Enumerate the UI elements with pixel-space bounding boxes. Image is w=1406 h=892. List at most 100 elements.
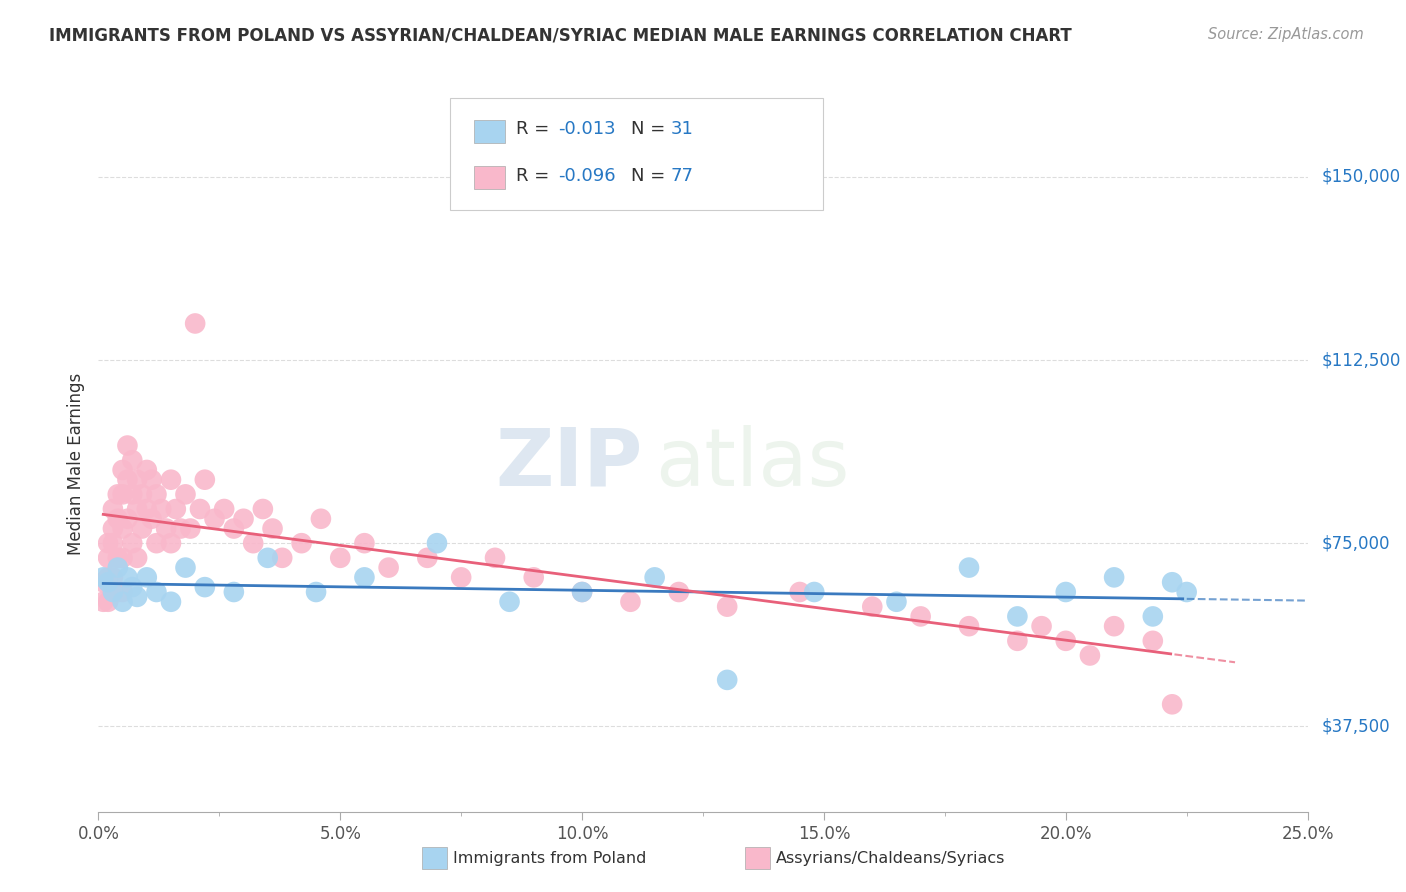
Point — [571, 585, 593, 599]
Text: $112,500: $112,500 — [1322, 351, 1400, 369]
Point — [1175, 585, 1198, 599]
Point — [498, 595, 520, 609]
Point — [141, 512, 163, 526]
Point — [145, 536, 167, 550]
Point — [141, 473, 163, 487]
Point — [91, 595, 114, 609]
Point — [957, 560, 980, 574]
Y-axis label: Median Male Earnings: Median Male Earnings — [66, 373, 84, 555]
Point — [107, 550, 129, 565]
Point — [222, 585, 245, 599]
Point — [101, 536, 124, 550]
Point — [194, 580, 217, 594]
Point — [860, 599, 883, 614]
Point — [668, 585, 690, 599]
Point — [252, 502, 274, 516]
Point — [107, 487, 129, 501]
Point — [426, 536, 449, 550]
Point — [1102, 570, 1125, 584]
Point — [165, 502, 187, 516]
Point — [619, 595, 641, 609]
Point — [145, 487, 167, 501]
Point — [377, 560, 399, 574]
Point — [957, 619, 980, 633]
Point — [121, 453, 143, 467]
Point — [329, 550, 352, 565]
Point — [290, 536, 312, 550]
Point — [169, 522, 191, 536]
Point — [886, 595, 908, 609]
Text: 77: 77 — [671, 167, 693, 185]
Point — [222, 522, 245, 536]
Point — [135, 570, 157, 584]
Point — [160, 595, 183, 609]
Point — [97, 575, 120, 590]
Point — [121, 487, 143, 501]
Point — [155, 522, 177, 536]
Point — [101, 502, 124, 516]
Point — [107, 512, 129, 526]
Point — [111, 550, 134, 565]
Point — [131, 522, 153, 536]
Point — [91, 570, 114, 584]
Point — [97, 570, 120, 584]
Point — [135, 502, 157, 516]
Point — [1161, 575, 1184, 590]
Point — [1031, 619, 1053, 633]
Point — [1102, 619, 1125, 633]
Point — [121, 580, 143, 594]
Point — [111, 595, 134, 609]
Point — [716, 599, 738, 614]
Text: -0.096: -0.096 — [558, 167, 616, 185]
Point — [644, 570, 666, 584]
Point — [450, 570, 472, 584]
Text: -0.013: -0.013 — [558, 120, 616, 138]
Point — [353, 570, 375, 584]
Text: Immigrants from Poland: Immigrants from Poland — [453, 851, 647, 865]
Text: $37,500: $37,500 — [1322, 717, 1391, 735]
Point — [232, 512, 254, 526]
Point — [107, 585, 129, 599]
Point — [1007, 609, 1029, 624]
Text: $150,000: $150,000 — [1322, 168, 1400, 186]
Text: R =: R = — [516, 120, 555, 138]
Point — [416, 550, 439, 565]
Point — [111, 463, 134, 477]
Point — [309, 512, 332, 526]
Point — [135, 463, 157, 477]
Point — [1054, 633, 1077, 648]
Point — [145, 585, 167, 599]
Point — [150, 502, 173, 516]
Point — [174, 560, 197, 574]
Point — [97, 595, 120, 609]
Point — [131, 487, 153, 501]
Point — [194, 473, 217, 487]
Point — [523, 570, 546, 584]
Point — [256, 550, 278, 565]
Point — [127, 473, 149, 487]
Point — [271, 550, 294, 565]
Point — [127, 550, 149, 565]
Point — [305, 585, 328, 599]
Point — [1142, 609, 1164, 624]
Point — [107, 560, 129, 574]
Text: N =: N = — [631, 167, 671, 185]
Point — [179, 522, 201, 536]
Point — [262, 522, 284, 536]
Point — [117, 570, 139, 584]
Text: $75,000: $75,000 — [1322, 534, 1391, 552]
Point — [803, 585, 825, 599]
Point — [484, 550, 506, 565]
Point — [1142, 633, 1164, 648]
Point — [910, 609, 932, 624]
Text: Assyrians/Chaldeans/Syriacs: Assyrians/Chaldeans/Syriacs — [776, 851, 1005, 865]
Point — [188, 502, 211, 516]
Point — [1078, 648, 1101, 663]
Point — [1161, 698, 1184, 712]
Point — [212, 502, 235, 516]
Point — [101, 585, 124, 599]
Point — [242, 536, 264, 550]
Text: Source: ZipAtlas.com: Source: ZipAtlas.com — [1208, 27, 1364, 42]
Point — [117, 438, 139, 452]
Point — [117, 473, 139, 487]
